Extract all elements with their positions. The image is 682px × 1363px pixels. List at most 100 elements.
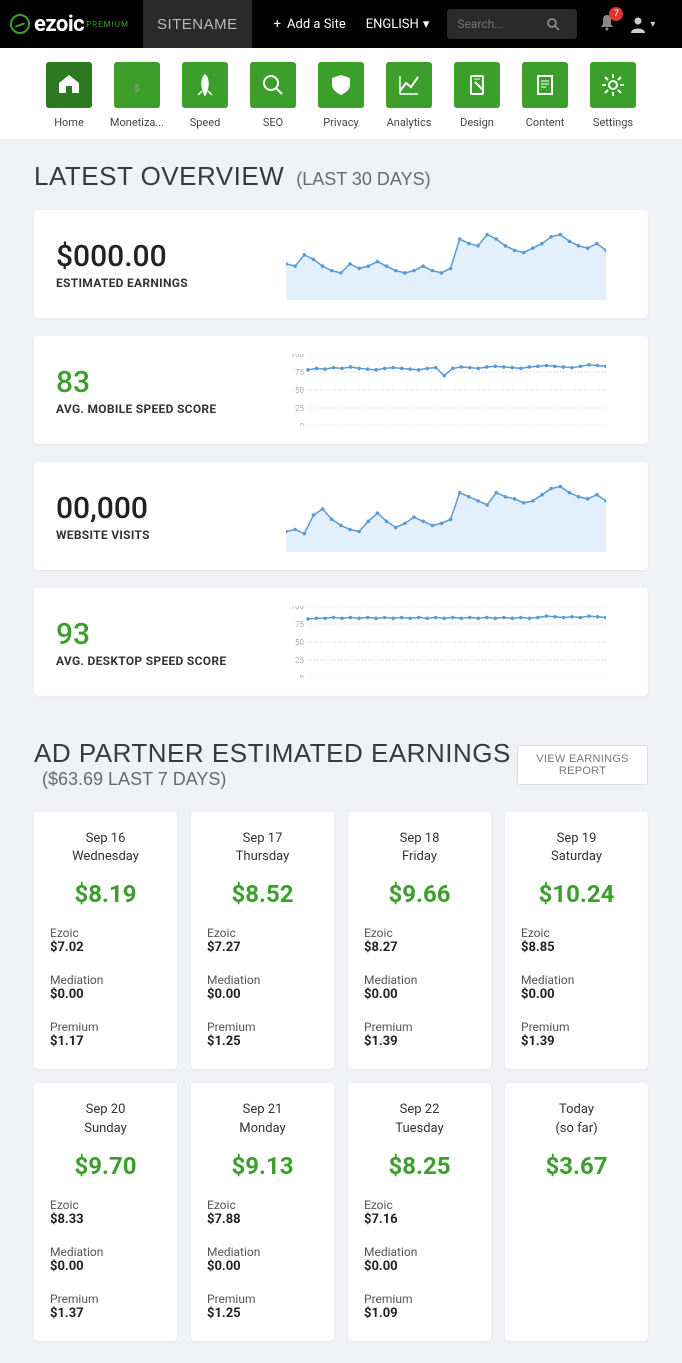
chart-icon (386, 62, 432, 108)
sparkline-chart: 0255075100 (286, 606, 626, 678)
search-input[interactable] (457, 17, 547, 31)
earnings-stat: Premium$1.25 (207, 1292, 318, 1321)
day-header: Sep 17Thursday (207, 830, 318, 866)
card-label: ESTIMATED EARNINGS (56, 276, 286, 290)
user-icon (629, 15, 647, 33)
earnings-stat: Ezoic$7.02 (50, 926, 161, 955)
notification-badge: 7 (609, 7, 623, 21)
doc-icon (522, 62, 568, 108)
stat-label: Mediation (50, 973, 161, 987)
plus-icon: + (274, 17, 281, 32)
card-label: AVG. MOBILE SPEED SCORE (56, 402, 286, 416)
card-value: 93 (56, 617, 286, 652)
nav-label: Home (54, 116, 84, 129)
notifications-button[interactable]: 7 (599, 13, 615, 35)
day-header: Sep 22Tuesday (364, 1101, 475, 1137)
logo[interactable]: ezoic (10, 11, 84, 37)
view-earnings-report-button[interactable]: VIEW EARNINGS REPORT (517, 745, 648, 785)
stat-value: $7.27 (207, 940, 318, 955)
sparkline-chart (286, 480, 626, 552)
magnify-icon (250, 62, 296, 108)
stat-value: $8.85 (521, 940, 632, 955)
nav-label: SEO (263, 116, 283, 129)
stat-value: $0.00 (521, 987, 632, 1002)
stat-value: $0.00 (207, 1259, 318, 1274)
stat-value: $1.17 (50, 1034, 161, 1049)
sparkline-chart (286, 228, 626, 300)
earnings-stat: Mediation$0.00 (50, 973, 161, 1002)
dollar-icon: $ (114, 62, 160, 108)
earnings-day-card: Sep 21Monday $9.13Ezoic$7.88Mediation$0.… (191, 1083, 334, 1340)
nav-item-content[interactable]: Content (516, 62, 574, 129)
day-header: Sep 18Friday (364, 830, 475, 866)
earnings-stat: Mediation$0.00 (207, 973, 318, 1002)
stat-label: Ezoic (521, 926, 632, 940)
nav-label: Design (460, 116, 494, 129)
rocket-icon (182, 62, 228, 108)
add-site-button[interactable]: + Add a Site (274, 17, 346, 32)
stat-label: Ezoic (364, 926, 475, 940)
svg-text:100: 100 (291, 606, 305, 611)
nav-item-analytics[interactable]: Analytics (380, 62, 438, 129)
overview-card: 83 AVG. MOBILE SPEED SCORE 0255075100 (34, 336, 648, 444)
topbar: ezoic PREMIUM SITENAME + Add a Site ENGL… (0, 0, 682, 48)
stat-label: Premium (521, 1020, 632, 1034)
day-header: Sep 16Wednesday (50, 830, 161, 866)
earnings-day-card: Today(so far) $3.67 (505, 1083, 648, 1340)
stat-value: $1.37 (50, 1306, 161, 1321)
stat-label: Premium (364, 1292, 475, 1306)
nav-label: Speed (190, 116, 221, 129)
nav-item-monetiza[interactable]: $ Monetiza... (108, 62, 166, 129)
user-menu[interactable]: ▾ (629, 15, 655, 33)
earnings-stat: Ezoic$8.27 (364, 926, 475, 955)
stat-label: Mediation (364, 973, 475, 987)
stat-value: $8.33 (50, 1212, 161, 1227)
device-icon (454, 62, 500, 108)
svg-text:75: 75 (295, 620, 304, 629)
stat-label: Premium (207, 1020, 318, 1034)
svg-text:50: 50 (295, 386, 304, 395)
card-value: 83 (56, 365, 286, 400)
day-total: $8.52 (207, 880, 318, 908)
stat-value: $8.27 (364, 940, 475, 955)
stat-label: Ezoic (50, 1198, 161, 1212)
earnings-stat: Premium$1.39 (364, 1020, 475, 1049)
nav-item-home[interactable]: Home (40, 62, 98, 129)
earnings-stat: Premium$1.37 (50, 1292, 161, 1321)
stat-label: Ezoic (207, 926, 318, 940)
stat-value: $7.88 (207, 1212, 318, 1227)
earnings-stat: Ezoic$7.27 (207, 926, 318, 955)
earnings-title: AD PARTNER ESTIMATED EARNINGS (34, 738, 511, 768)
sitename-selector[interactable]: SITENAME (143, 0, 252, 48)
nav-label: Monetiza... (110, 116, 164, 129)
stat-value: $1.39 (364, 1034, 475, 1049)
stat-label: Premium (50, 1020, 161, 1034)
nav-item-speed[interactable]: Speed (176, 62, 234, 129)
search-box[interactable] (447, 9, 577, 39)
svg-text:0: 0 (300, 674, 305, 678)
language-selector[interactable]: ENGLISH ▾ (366, 17, 430, 32)
nav-item-privacy[interactable]: Privacy (312, 62, 370, 129)
home-icon (46, 62, 92, 108)
stat-label: Mediation (521, 973, 632, 987)
overview-card: 93 AVG. DESKTOP SPEED SCORE 0255075100 (34, 588, 648, 696)
day-header: Sep 19Saturday (521, 830, 632, 866)
earnings-stat: Mediation$0.00 (364, 973, 475, 1002)
stat-value: $0.00 (364, 987, 475, 1002)
nav-row: Home $ Monetiza... Speed SEO Privacy Analytics… (0, 48, 682, 139)
stat-label: Mediation (364, 1245, 475, 1259)
stat-label: Premium (207, 1292, 318, 1306)
nav-label: Analytics (387, 116, 432, 129)
nav-item-seo[interactable]: SEO (244, 62, 302, 129)
card-label: WEBSITE VISITS (56, 528, 286, 542)
stat-label: Ezoic (364, 1198, 475, 1212)
day-total: $9.13 (207, 1152, 318, 1180)
earnings-day-card: Sep 20Sunday $9.70Ezoic$8.33Mediation$0.… (34, 1083, 177, 1340)
earnings-stat: Premium$1.17 (50, 1020, 161, 1049)
nav-item-settings[interactable]: Settings (584, 62, 642, 129)
earnings-stat: Ezoic$7.16 (364, 1198, 475, 1227)
earnings-day-card: Sep 16Wednesday $8.19Ezoic$7.02Mediation… (34, 812, 177, 1069)
day-header: Sep 21Monday (207, 1101, 318, 1137)
card-stats: 00,000 WEBSITE VISITS (56, 491, 286, 542)
nav-item-design[interactable]: Design (448, 62, 506, 129)
